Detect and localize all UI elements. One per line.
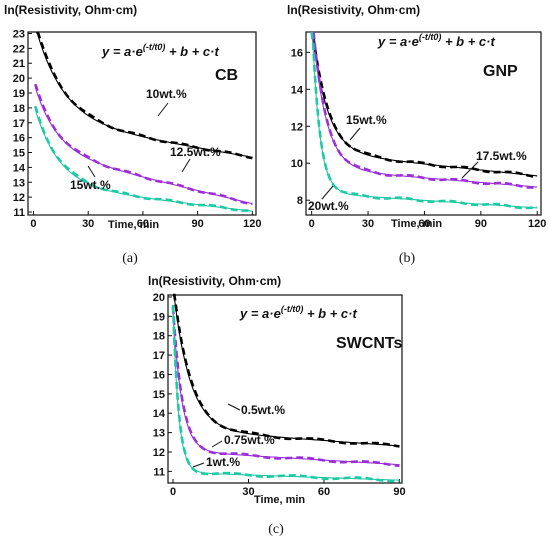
- series-label-a-0: 10wt.%: [146, 87, 187, 101]
- series-fit-c-0: [172, 294, 400, 447]
- xtick-label-b-0: 0: [309, 218, 315, 230]
- xtick-label-c-0: 0: [170, 486, 176, 498]
- plot-frame-c: [167, 294, 403, 484]
- tag-c: SWCNTs: [336, 335, 402, 352]
- ytick-label-c-0: 11: [153, 466, 165, 478]
- series-fit-a-2: [34, 109, 253, 212]
- ytick-label-c-8: 19: [153, 311, 165, 323]
- xtick-label-b-1: 30: [362, 218, 374, 230]
- ytick-label-c-4: 15: [153, 389, 165, 401]
- series-label-c-0: 0.5wt.%: [241, 403, 285, 417]
- series-label-b-0: 15wt.%: [346, 113, 387, 127]
- xtick-label-a-2: 60: [137, 218, 149, 230]
- series-label-a-1: 12.5wt.%: [170, 145, 221, 159]
- ylabel-c: ln(Resistivity, Ohm·cm): [148, 274, 281, 288]
- xtick-label-a-1: 30: [82, 218, 94, 230]
- series-fit-c-2: [172, 309, 400, 481]
- series-arrow-c-0: [227, 403, 241, 411]
- plot-frame-a: [27, 31, 257, 216]
- ytick-label-c-6: 17: [153, 350, 165, 362]
- ytick-label-a-1: 12: [13, 192, 25, 204]
- ytick-label-a-4: 15: [13, 148, 25, 160]
- ytick-label-a-6: 17: [13, 118, 25, 130]
- xlabel-a: Time, min: [108, 219, 159, 231]
- ytick-label-a-7: 18: [13, 103, 25, 115]
- ytick-label-c-9: 20: [153, 292, 165, 304]
- xtick-label-a-3: 90: [192, 218, 204, 230]
- series-arrow-b-2: [321, 185, 334, 200]
- series-label-b-1: 17.5wt.%: [476, 149, 527, 163]
- xtick-label-a-4: 120: [243, 218, 261, 230]
- ylabel-b: ln(Resistivity, Ohm·cm): [287, 3, 420, 17]
- ytick-label-a-2: 13: [13, 177, 25, 189]
- xlabel-c: Time, min: [254, 494, 305, 506]
- xtick-label-b-3: 90: [475, 218, 487, 230]
- series-fit-c-1: [172, 311, 400, 466]
- ytick-label-a-3: 14: [13, 162, 26, 174]
- plot-frame-b: [305, 31, 542, 216]
- series-data-a-2: [34, 105, 253, 212]
- ytick-label-c-5: 16: [153, 369, 165, 381]
- tag-b: GNP: [483, 63, 518, 80]
- series-fit-a-1: [34, 87, 253, 205]
- panel-caption-b: (b): [399, 251, 416, 266]
- ytick-label-c-1: 12: [153, 447, 165, 459]
- series-arrow-c-1: [211, 440, 223, 448]
- equation-b: y = a·e(-t/t0) + b + c·t: [377, 32, 495, 49]
- ytick-label-a-10: 21: [13, 58, 25, 70]
- ytick-label-a-0: 11: [13, 207, 25, 219]
- series-data-b-2: [310, 31, 538, 210]
- series-arrow-b-1: [461, 161, 479, 179]
- ylabel-a: ln(Resistivity, Ohm·cm): [4, 3, 137, 17]
- series-data-b-1: [312, 31, 538, 189]
- ytick-label-a-12: 23: [13, 28, 25, 40]
- ytick-label-b-0: 8: [297, 195, 303, 207]
- series-arrow-a-0: [157, 102, 169, 117]
- series-label-c-2: 1wt.%: [206, 455, 240, 469]
- series-fit-b-2: [311, 31, 538, 209]
- ytick-label-a-9: 20: [13, 73, 25, 85]
- ytick-label-c-2: 13: [153, 428, 165, 440]
- tag-a: CB: [215, 67, 238, 84]
- panel-b: ln(Resistivity, Ohm·cm) 8 10 12 14 16 0 30 60 90…: [287, 3, 546, 266]
- ytick-label-a-5: 16: [13, 133, 25, 145]
- ytick-label-c-7: 18: [153, 331, 165, 343]
- panel-caption-a: (a): [122, 251, 138, 266]
- xtick-label-c-1: 30: [242, 486, 254, 498]
- panel-caption-c: (c): [268, 522, 284, 537]
- series-label-c-1: 0.75wt.%: [224, 433, 275, 447]
- series-arrow-c-2: [192, 462, 205, 468]
- xtick-label-c-3: 90: [393, 486, 405, 498]
- series-arrow-b-0: [349, 127, 361, 141]
- xtick-label-b-2: 60: [418, 218, 430, 230]
- panel-c: ln(Resistivity, Ohm·cm) 11 12 13 14 15 16 17 18…: [148, 274, 406, 537]
- series-fit-b-0: [312, 41, 538, 177]
- series-data-c-0: [173, 293, 400, 448]
- xtick-label-a-0: 0: [30, 218, 36, 230]
- series-arrow-a-1: [181, 158, 191, 173]
- xtick-label-b-4: 120: [528, 218, 546, 230]
- equation-c: y = a·e(-t/t0) + b + c·t: [239, 304, 357, 321]
- ytick-label-b-3: 14: [291, 84, 304, 96]
- series-label-a-2: 15wt.%: [70, 178, 111, 192]
- ytick-label-c-3: 14: [153, 408, 166, 420]
- ytick-label-b-4: 16: [291, 47, 303, 59]
- ytick-label-a-8: 19: [13, 88, 25, 100]
- ytick-label-b-1: 10: [291, 158, 303, 170]
- series-arrow-a-2: [87, 165, 96, 178]
- xlabel-b: Time, min: [391, 218, 442, 230]
- xtick-label-c-2: 60: [318, 486, 330, 498]
- panel-a: ln(Resistivity, Ohm·cm) 11 12 13 14 15 16 17 18…: [4, 3, 262, 266]
- equation-a: y = a·e(-t/t0) + b + c·t: [101, 42, 219, 59]
- series-label-b-2: 20wt.%: [308, 199, 349, 213]
- ytick-label-a-11: 22: [13, 43, 25, 55]
- ytick-label-b-2: 12: [291, 121, 303, 133]
- series-fit-b-1: [312, 35, 538, 188]
- series-fit-a-0: [36, 32, 253, 158]
